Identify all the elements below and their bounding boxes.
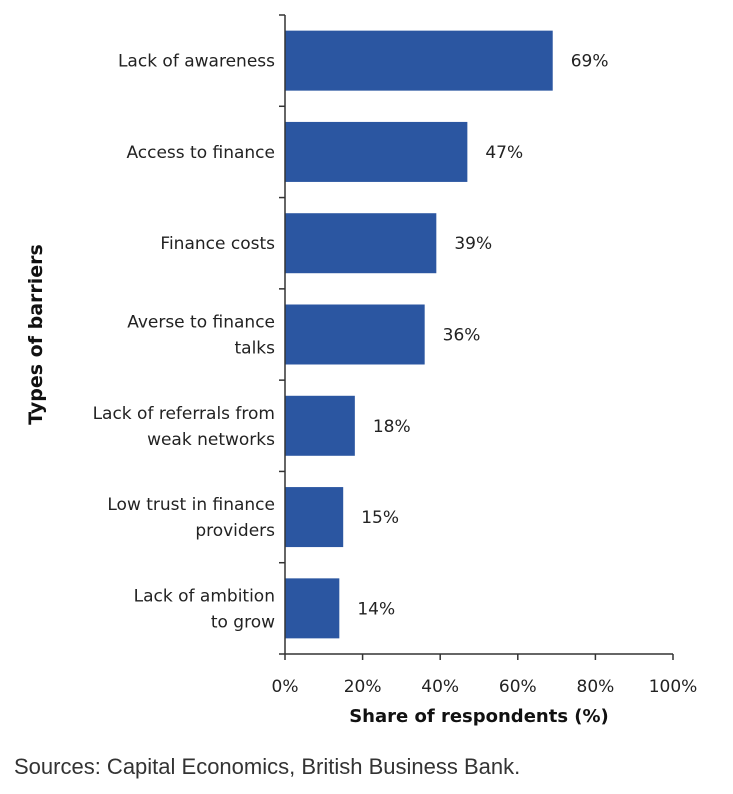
source-note: Sources: Capital Economics, British Busi…	[14, 754, 521, 779]
y-axis-title: Types of barriers	[25, 244, 47, 425]
x-tick-label: 60%	[499, 677, 537, 697]
category-label: weak networks	[147, 430, 275, 450]
category-label: Lack of ambition	[134, 586, 275, 606]
data-label: 14%	[357, 599, 395, 619]
bar	[285, 578, 340, 639]
category-label: Lack of referrals from	[93, 404, 275, 424]
x-tick-label: 0%	[272, 677, 299, 697]
bar	[285, 30, 553, 91]
data-label: 36%	[443, 326, 481, 346]
category-label: providers	[195, 521, 275, 541]
data-label: 47%	[485, 143, 523, 163]
bar	[285, 304, 425, 365]
category-label: Finance costs	[160, 234, 275, 254]
bar	[285, 395, 355, 456]
x-tick-label: 100%	[649, 677, 698, 697]
category-label: Access to finance	[126, 143, 275, 163]
x-axis-title: Share of respondents (%)	[349, 706, 609, 727]
x-tick-label: 80%	[577, 677, 615, 697]
x-tick-label: 20%	[344, 677, 382, 697]
data-label: 39%	[454, 234, 492, 254]
data-label: 18%	[373, 417, 411, 437]
data-label: 15%	[361, 508, 399, 528]
bar	[285, 213, 437, 274]
bar	[285, 487, 344, 548]
category-label: Lack of awareness	[118, 52, 275, 72]
x-tick-label: 40%	[421, 677, 459, 697]
bar	[285, 121, 468, 182]
category-label: Averse to finance	[127, 313, 275, 333]
category-label: Low trust in finance	[107, 495, 275, 515]
category-label: to grow	[211, 612, 275, 632]
data-label: 69%	[571, 52, 609, 72]
category-label: talks	[234, 339, 275, 359]
